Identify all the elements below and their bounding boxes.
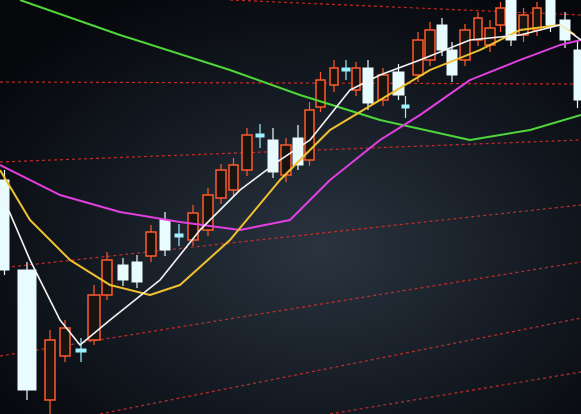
grid-line xyxy=(99,317,581,414)
candle-body-rising xyxy=(187,212,199,241)
candle-body-rising xyxy=(87,294,101,341)
candle-body-falling xyxy=(0,179,10,271)
candle-body-rising xyxy=(377,74,389,101)
candle-body-falling xyxy=(401,104,410,109)
grid-line xyxy=(0,81,581,85)
candle-body-rising xyxy=(495,7,506,26)
candle-body-rising xyxy=(228,164,239,191)
ma-line-white xyxy=(0,24,581,346)
candle-body-falling xyxy=(436,24,448,51)
candle-body-falling xyxy=(341,67,351,72)
candle-body-rising xyxy=(241,134,253,171)
candle-body-rising xyxy=(459,29,471,61)
candle-body-falling xyxy=(255,133,265,138)
candle-body-falling xyxy=(505,0,517,41)
candle-body-rising xyxy=(101,259,113,296)
candle-body-falling xyxy=(267,139,279,173)
candle-body-falling xyxy=(75,348,87,353)
grid-line xyxy=(0,204,581,269)
candle-body-falling xyxy=(117,264,129,281)
candle-body-rising xyxy=(473,17,483,41)
ma-line-green xyxy=(19,0,581,141)
candle-body-rising xyxy=(329,67,339,86)
grid-line xyxy=(229,0,581,16)
candle-body-rising xyxy=(59,327,71,357)
candle-body-falling xyxy=(559,19,571,41)
candle-body-rising xyxy=(424,29,436,61)
candle-body-falling xyxy=(17,269,37,391)
candle-body-rising xyxy=(202,194,214,231)
ma-line-magenta xyxy=(0,39,581,231)
candle-body-rising xyxy=(215,169,227,199)
candle-body-rising xyxy=(44,339,56,401)
candle-body-rising xyxy=(315,79,326,108)
candle-body-rising xyxy=(145,231,157,257)
candle-body-falling xyxy=(131,261,143,283)
grid-line xyxy=(329,371,581,414)
candle-body-falling xyxy=(392,71,405,96)
candle-body-falling xyxy=(545,0,556,26)
candle-body-falling xyxy=(573,49,581,101)
candle-body-falling xyxy=(362,67,374,104)
candle-body-falling xyxy=(174,233,184,238)
moving-averages xyxy=(0,0,581,346)
candle-body-falling xyxy=(159,219,171,251)
candle-body-rising xyxy=(518,14,529,36)
candle-body-rising xyxy=(412,39,424,76)
candle-body-rising xyxy=(351,67,361,91)
